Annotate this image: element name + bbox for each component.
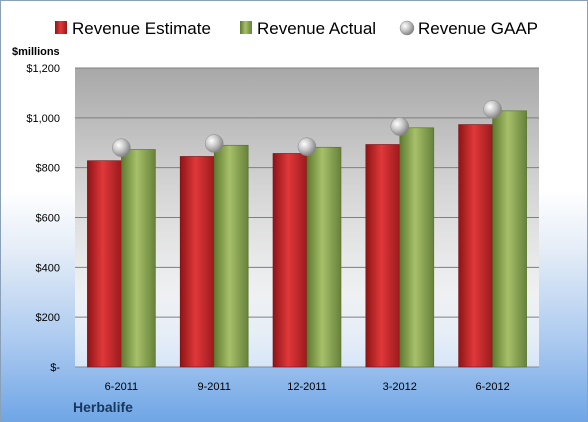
y-tick-label: $600 xyxy=(36,213,60,225)
y-tick-label: $400 xyxy=(36,262,60,274)
y-tick-label: $200 xyxy=(36,312,60,324)
bar-estimate xyxy=(365,144,401,368)
marker-gaap xyxy=(297,137,317,156)
legend: Revenue Estimate Revenue Actual Revenue GA… xyxy=(55,19,538,38)
x-axis-ticks: 6-2011 9-2011 12-2011 3-2012 6-2012 xyxy=(105,381,510,393)
bar-estimate xyxy=(87,160,122,368)
legend-swatch xyxy=(55,21,67,34)
bar-actual xyxy=(306,146,342,368)
legend-label: Revenue Estimate xyxy=(72,19,211,38)
marker-gaap xyxy=(390,117,410,136)
gaap-markers xyxy=(112,100,502,157)
y-axis-ticks: $- $200 $400 $600 $800 $1,000 $1,200 xyxy=(26,63,60,374)
bar-estimate xyxy=(179,156,215,368)
marker-gaap xyxy=(112,138,131,157)
x-tick-label: 12-2011 xyxy=(287,381,327,393)
bar-actual xyxy=(213,144,249,368)
x-tick-label: 6-2011 xyxy=(105,381,138,393)
x-tick-label: 6-2012 xyxy=(475,381,509,393)
bar-estimate xyxy=(458,124,493,368)
y-tick-label: $1,000 xyxy=(26,113,60,125)
x-tick-label: 9-2011 xyxy=(197,381,230,393)
bar-estimate xyxy=(272,153,308,368)
legend-label: Revenue Actual xyxy=(257,19,376,38)
marker-gaap xyxy=(483,100,502,119)
bar-actual xyxy=(121,149,156,368)
y-tick-label: $- xyxy=(50,362,60,374)
legend-swatch xyxy=(399,20,415,36)
bar-actual xyxy=(399,127,435,368)
bars xyxy=(87,110,527,368)
x-tick-label: 3-2012 xyxy=(383,381,417,393)
legend-label: Revenue GAAP xyxy=(418,19,538,38)
y-tick-label: $800 xyxy=(36,163,60,175)
bar-actual xyxy=(492,110,527,368)
company-name: Herbalife xyxy=(73,399,133,415)
y-tick-label: $1,200 xyxy=(26,63,60,75)
y-axis-label: $millions xyxy=(12,46,60,58)
legend-swatch xyxy=(240,21,252,34)
marker-gaap xyxy=(204,134,224,153)
